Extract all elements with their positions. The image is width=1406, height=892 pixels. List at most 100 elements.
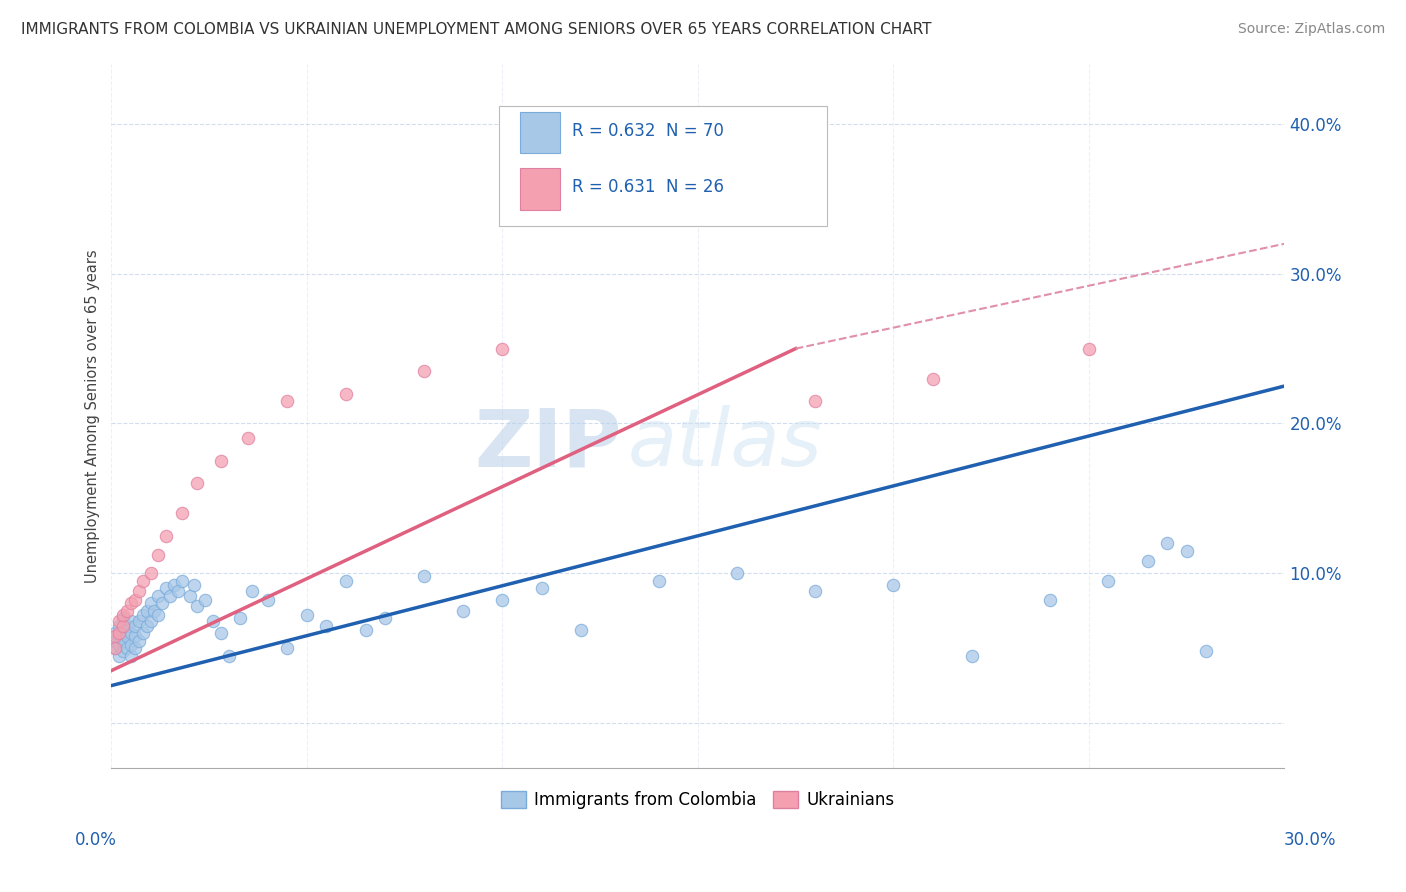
Point xyxy=(159,589,181,603)
Point xyxy=(108,648,131,663)
Point xyxy=(115,629,138,643)
Point xyxy=(139,596,162,610)
Point xyxy=(148,549,170,563)
Point xyxy=(295,608,318,623)
Point xyxy=(104,626,127,640)
Point xyxy=(453,604,475,618)
Y-axis label: Unemployment Among Seniors over 65 years: Unemployment Among Seniors over 65 years xyxy=(86,249,100,582)
Point xyxy=(183,578,205,592)
Point xyxy=(276,641,298,656)
Point xyxy=(115,618,138,632)
Point xyxy=(170,574,193,588)
Point xyxy=(413,364,436,378)
Point xyxy=(128,633,150,648)
Point xyxy=(120,638,142,652)
Point xyxy=(218,648,240,663)
Text: 30.0%: 30.0% xyxy=(1284,831,1337,849)
Point xyxy=(120,626,142,640)
Point xyxy=(609,161,631,176)
Legend: Immigrants from Colombia, Ukrainians: Immigrants from Colombia, Ukrainians xyxy=(495,784,901,816)
Point xyxy=(163,578,186,592)
Point xyxy=(124,618,146,632)
Point xyxy=(115,604,138,618)
Point xyxy=(960,648,983,663)
Point xyxy=(108,614,131,628)
Point xyxy=(120,648,142,663)
Point xyxy=(804,584,827,599)
Point xyxy=(648,574,671,588)
Point xyxy=(491,342,513,356)
Point xyxy=(491,593,513,607)
Point xyxy=(139,566,162,581)
Text: IMMIGRANTS FROM COLOMBIA VS UKRAINIAN UNEMPLOYMENT AMONG SENIORS OVER 65 YEARS C: IMMIGRANTS FROM COLOMBIA VS UKRAINIAN UN… xyxy=(21,22,932,37)
Point xyxy=(167,584,190,599)
Point xyxy=(256,593,278,607)
Point xyxy=(229,611,252,625)
Point xyxy=(335,386,357,401)
Point xyxy=(238,432,260,446)
Point xyxy=(112,644,135,658)
Point xyxy=(921,371,943,385)
Point xyxy=(131,608,153,623)
Point xyxy=(104,629,127,643)
Point xyxy=(112,611,135,625)
Point xyxy=(135,618,157,632)
Point xyxy=(108,618,131,632)
Point xyxy=(530,581,553,595)
Point xyxy=(131,626,153,640)
FancyBboxPatch shape xyxy=(520,169,560,210)
Point xyxy=(128,584,150,599)
Point xyxy=(124,641,146,656)
Point xyxy=(276,394,298,409)
Point xyxy=(1175,543,1198,558)
Point xyxy=(135,604,157,618)
Point xyxy=(1077,342,1099,356)
Point xyxy=(128,614,150,628)
Text: Source: ZipAtlas.com: Source: ZipAtlas.com xyxy=(1237,22,1385,37)
Point xyxy=(115,641,138,656)
Point xyxy=(104,641,127,656)
Point xyxy=(112,618,135,632)
Point xyxy=(186,476,208,491)
Point xyxy=(104,633,127,648)
Point xyxy=(155,581,177,595)
Text: atlas: atlas xyxy=(627,405,823,483)
Point xyxy=(108,626,131,640)
Point xyxy=(186,599,208,614)
Point xyxy=(725,566,748,581)
Text: ZIP: ZIP xyxy=(474,405,621,483)
Point xyxy=(104,641,127,656)
Point xyxy=(1097,574,1119,588)
Point xyxy=(139,614,162,628)
Point xyxy=(179,589,201,603)
Point xyxy=(120,596,142,610)
Point xyxy=(155,529,177,543)
Text: R = 0.632  N = 70: R = 0.632 N = 70 xyxy=(572,122,724,140)
Point xyxy=(108,638,131,652)
Point xyxy=(1195,644,1218,658)
FancyBboxPatch shape xyxy=(499,106,827,226)
Point xyxy=(240,584,263,599)
Point xyxy=(209,454,232,468)
Point xyxy=(143,604,166,618)
Point xyxy=(124,629,146,643)
Point xyxy=(1156,536,1178,550)
Text: R = 0.631  N = 26: R = 0.631 N = 26 xyxy=(572,178,724,196)
Point xyxy=(374,611,396,625)
Point xyxy=(413,569,436,583)
Point xyxy=(170,507,193,521)
Point xyxy=(150,596,173,610)
Point xyxy=(108,629,131,643)
Point xyxy=(569,623,592,637)
Point xyxy=(1039,593,1062,607)
Point xyxy=(209,626,232,640)
Point xyxy=(131,574,153,588)
Point xyxy=(354,623,377,637)
Point xyxy=(882,578,904,592)
Point xyxy=(194,593,217,607)
Point xyxy=(120,614,142,628)
Point xyxy=(112,608,135,623)
Point xyxy=(112,633,135,648)
Point xyxy=(1136,554,1159,568)
Point xyxy=(202,614,225,628)
